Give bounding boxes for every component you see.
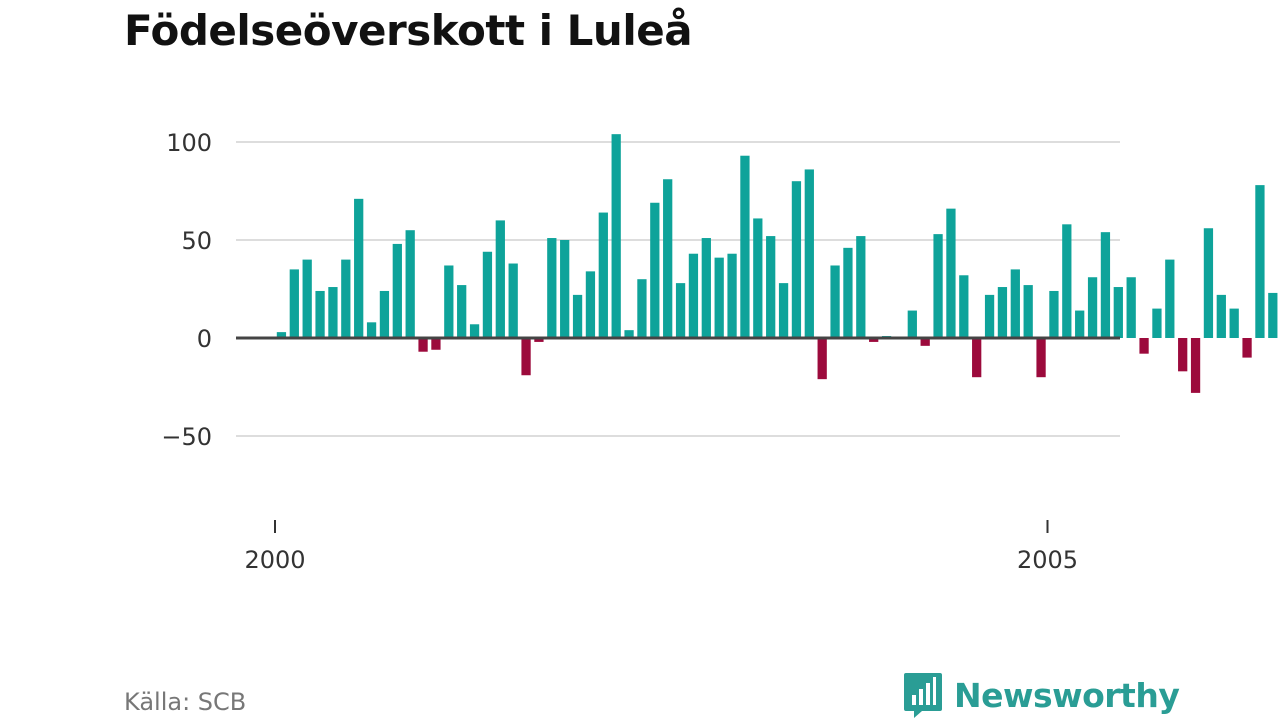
- chart-title: Födelseöverskott i Luleå: [124, 6, 693, 55]
- bar: [1023, 285, 1033, 338]
- bar: [508, 263, 518, 338]
- bar: [830, 265, 840, 338]
- bar: [1075, 310, 1085, 338]
- bar: [1203, 228, 1214, 338]
- y-tick-label: 50: [181, 227, 212, 255]
- bar: [1139, 338, 1149, 354]
- bar: [650, 202, 660, 338]
- bar: [624, 330, 634, 338]
- bar: [804, 169, 814, 338]
- bar: [701, 238, 711, 338]
- bar: [972, 338, 982, 378]
- bar: [1100, 232, 1111, 338]
- newsworthy-logo: Newsworthy: [902, 671, 1180, 719]
- gridlines: [236, 141, 1120, 437]
- bar: [1126, 277, 1136, 338]
- bar: [392, 243, 402, 338]
- bar: [675, 283, 686, 338]
- bar: [1242, 338, 1252, 358]
- newsworthy-logo-icon: [904, 673, 942, 718]
- bar: [328, 287, 338, 338]
- bar: [366, 322, 377, 338]
- bar: [663, 179, 673, 338]
- bar: [933, 234, 943, 338]
- bar: [766, 236, 776, 338]
- bar: [869, 338, 879, 342]
- bar: [740, 155, 750, 338]
- bar: [1152, 308, 1162, 338]
- bar: [1229, 308, 1239, 338]
- bars: [276, 134, 1278, 393]
- bar: [611, 134, 621, 338]
- bar: [302, 259, 312, 338]
- bar: [920, 338, 930, 346]
- bar: [1255, 185, 1265, 338]
- y-axis-labels: 100 50 0 −50: [161, 129, 212, 451]
- bar: [1087, 277, 1098, 338]
- bar: [688, 253, 699, 338]
- bar: [585, 271, 596, 338]
- bar: [276, 332, 287, 338]
- bar: [341, 259, 351, 338]
- bar: [1062, 224, 1072, 338]
- bar: [469, 324, 480, 338]
- bar: [560, 240, 570, 338]
- bar: [1178, 338, 1188, 372]
- x-axis: 200020052010201520202025: [244, 520, 1078, 574]
- bar: [482, 251, 493, 338]
- source-label: Källa: SCB: [124, 688, 247, 716]
- bar: [753, 218, 763, 338]
- bar: [856, 236, 866, 338]
- bar: [405, 230, 415, 338]
- bar: [843, 247, 853, 338]
- y-tick-label: −50: [161, 423, 212, 451]
- x-tick-label: 2000: [244, 546, 305, 574]
- bar: [1165, 259, 1175, 338]
- bar: [431, 338, 441, 350]
- brand-name: Newsworthy: [954, 675, 1180, 715]
- bar: [495, 220, 505, 338]
- bar: [727, 253, 737, 338]
- bar: [946, 208, 956, 338]
- bar: [778, 283, 789, 338]
- bar: [1190, 338, 1201, 393]
- bar: [637, 279, 647, 338]
- bar: [457, 285, 467, 338]
- x-tick-label: 2005: [1017, 546, 1078, 574]
- bar: [289, 269, 299, 338]
- bar: [547, 238, 557, 338]
- bar: [1010, 269, 1020, 338]
- bar: [572, 294, 583, 338]
- bar: [315, 290, 325, 338]
- bar: [1049, 290, 1059, 338]
- bar: [1268, 292, 1278, 338]
- y-tick-label: 0: [197, 325, 212, 353]
- bar: [534, 338, 544, 342]
- bar: [984, 294, 995, 338]
- bar: [1113, 287, 1123, 338]
- bar: [418, 338, 428, 352]
- bar: [997, 287, 1008, 338]
- bar: [1216, 294, 1226, 338]
- bar: [1036, 338, 1046, 378]
- bar: [714, 257, 724, 338]
- bar: [959, 275, 969, 338]
- bar: [907, 310, 917, 338]
- bar: [354, 198, 364, 338]
- y-tick-label: 100: [166, 129, 212, 157]
- bar: [444, 265, 454, 338]
- bar: [598, 212, 608, 338]
- bar: [521, 338, 531, 376]
- bar: [791, 181, 802, 338]
- bar: [379, 290, 390, 338]
- bar: [817, 338, 827, 380]
